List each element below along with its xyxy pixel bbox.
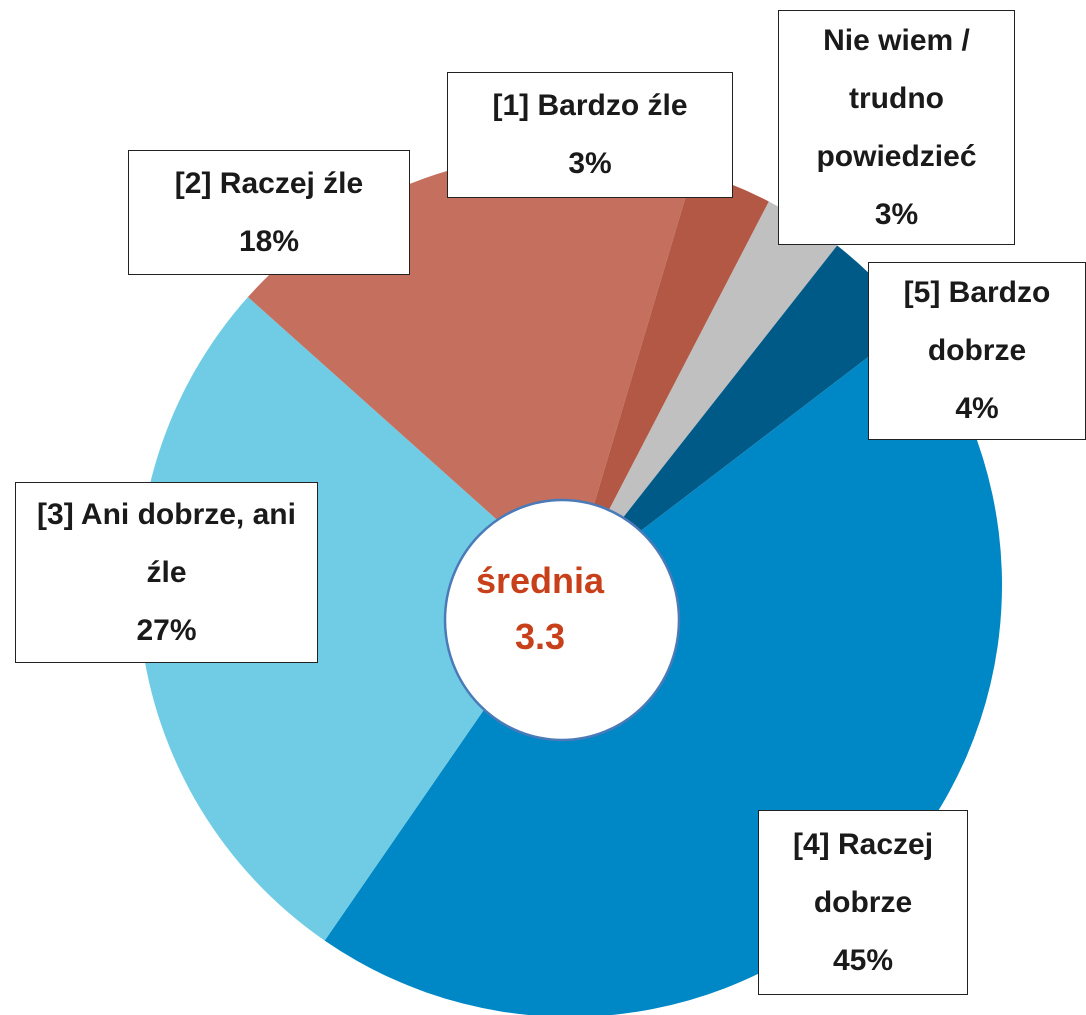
slice-name: [3] Ani dobrze, ani źle (37, 497, 296, 589)
slice-name: [1] Bardzo źle (492, 89, 688, 122)
center-title: średnia (475, 560, 605, 601)
pie-slice (570, 245, 914, 585)
slice-percent: 4% (955, 392, 999, 425)
center-value: 3.3 (514, 616, 566, 657)
slice-name: [2] Raczej źle (174, 166, 364, 200)
slice-percent: 3% (568, 147, 612, 180)
slice-name: Nie wiem / trudno powiedzieć (816, 23, 977, 173)
slice-label: [4] Raczej dobrze 45% (758, 810, 968, 995)
slice-label: [2] Raczej źle 18% (128, 150, 410, 275)
slice-name: [5] Bardzo dobrze (903, 276, 1051, 367)
slice-percent: 18% (238, 224, 300, 258)
center-label: średnia 3.3 (445, 553, 635, 665)
slice-label: Nie wiem / trudno powiedzieć 3% (778, 10, 1015, 245)
pie-slice (570, 171, 769, 586)
center-circle (443, 498, 681, 742)
slice-label: [5] Bardzo dobrze 4% (868, 262, 1086, 440)
pie-slice (137, 297, 570, 941)
slice-percent: 27% (136, 613, 197, 647)
pie-slice (570, 201, 838, 586)
slice-label: [3] Ani dobrze, ani źle 27% (15, 482, 318, 663)
slice-percent: 45% (832, 943, 894, 977)
slice-label: [1] Bardzo źle 3% (447, 72, 733, 198)
slice-percent: 3% (874, 197, 919, 231)
slice-name: [4] Raczej dobrze (792, 827, 934, 919)
